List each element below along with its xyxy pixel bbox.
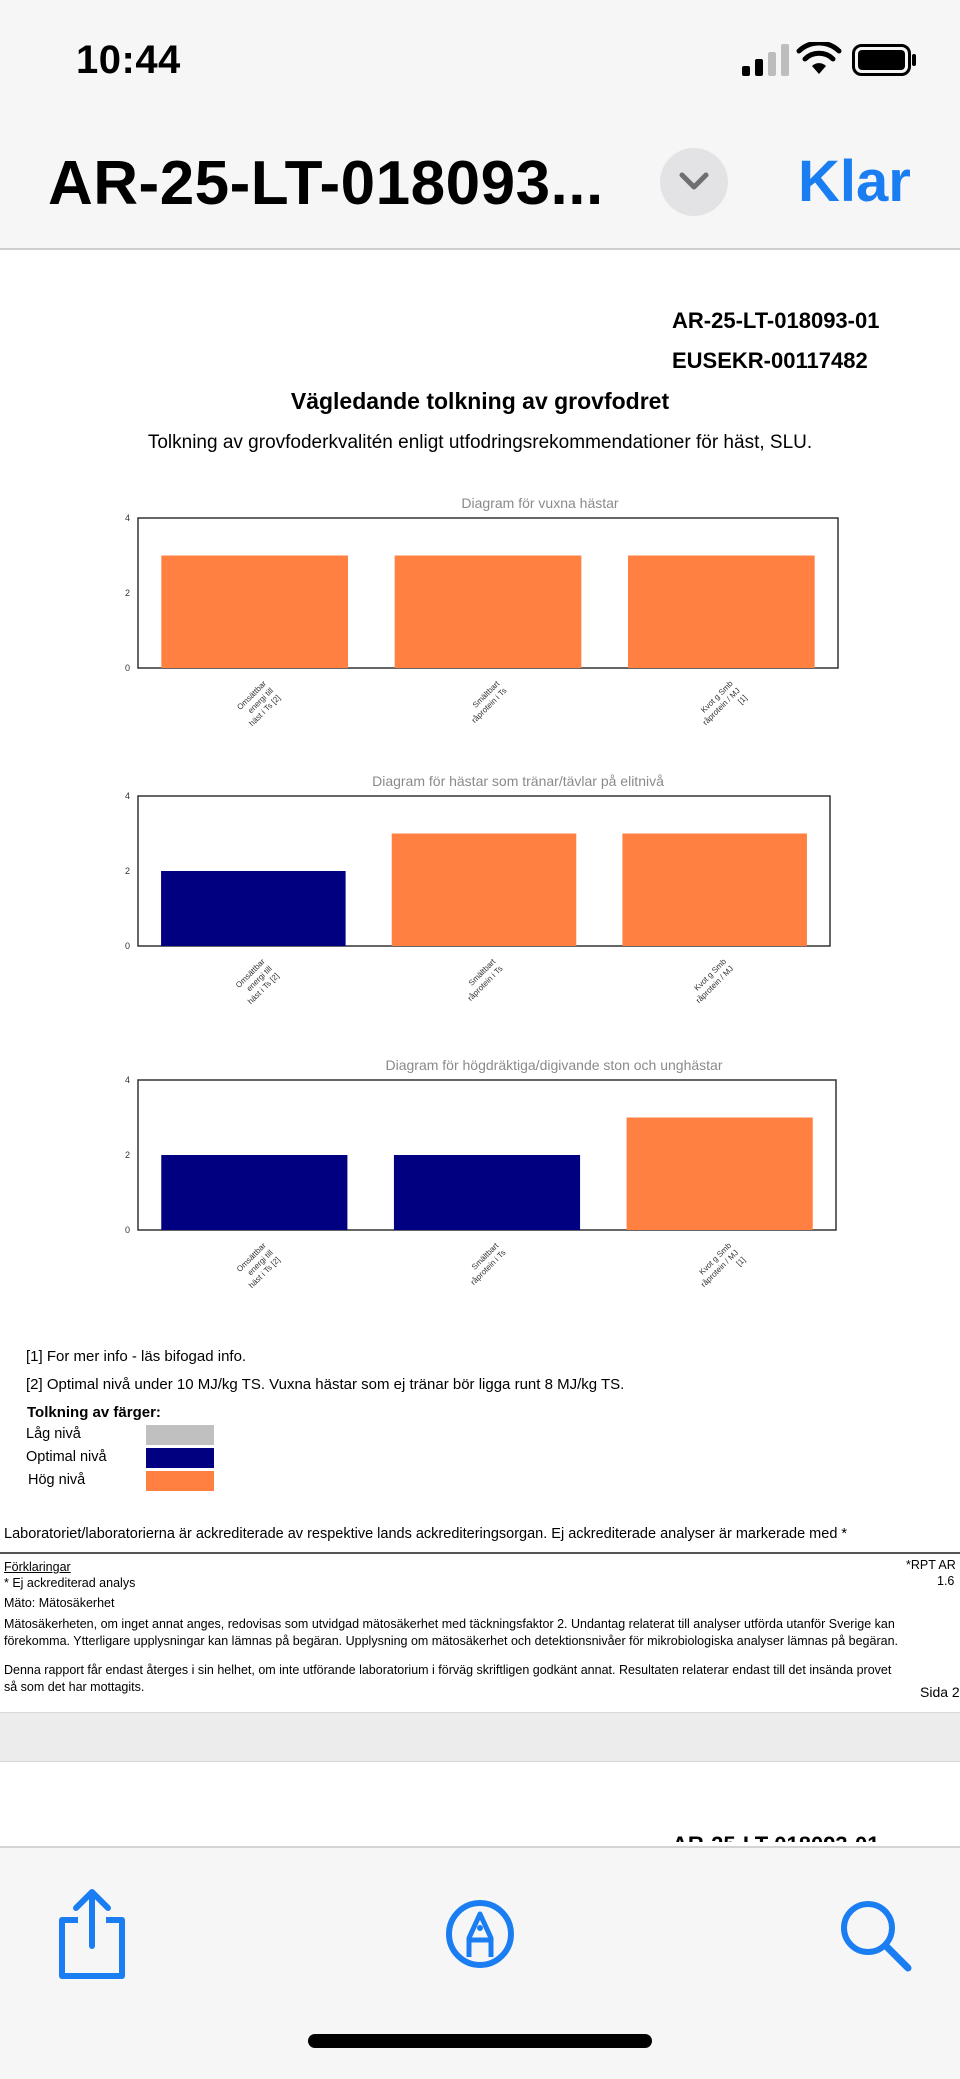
chart-elite-horses: Diagram för hästar som tränar/tävlar på … — [0, 770, 960, 1020]
chart-adult-horses: Diagram för vuxna hästar 0 2 4 Omsättbar ener… — [0, 492, 960, 742]
y-tick-label: 4 — [125, 791, 130, 801]
bar — [391, 833, 577, 946]
legend-label-low: Låg nivå — [26, 1426, 81, 1442]
document-page: AR-25-LT-018093-01 EUSEKR-00117482 Vägle… — [0, 252, 960, 1712]
document-title: AR-25-LT-018093... — [48, 149, 604, 218]
title-menu-button[interactable] — [660, 148, 728, 216]
navigation-bar: AR-25-LT-018093... Klar — [0, 120, 960, 250]
y-tick-label: 0 — [125, 941, 130, 951]
legend-swatch-high — [146, 1471, 214, 1491]
legend-swatch-optimal — [146, 1448, 214, 1468]
chart-title: Diagram för högdräktiga/digivande ston o… — [386, 1057, 723, 1073]
bar — [393, 1155, 581, 1230]
customer-id: EUSEKR-00117482 — [672, 348, 868, 373]
accreditation-text: Laboratoriet/laboratorierna är ackredite… — [4, 1526, 848, 1542]
chart-svg: Diagram för högdräktiga/digivande ston o… — [125, 1057, 837, 1290]
chart-title: Diagram för hästar som tränar/tävlar på … — [372, 773, 664, 789]
search-icon — [841, 1901, 912, 1972]
legend-title: Tolkning av färger: — [27, 1404, 161, 1421]
home-indicator — [308, 2034, 652, 2048]
bar — [626, 1117, 813, 1230]
report-paragraph: Denna rapport får endast återges i sin h… — [4, 1663, 892, 1694]
explanations-title: Förklaringar — [4, 1560, 71, 1574]
chart-title: Diagram för vuxna hästar — [461, 495, 619, 511]
y-tick-label: 4 — [125, 1075, 130, 1085]
footnote-2: [2] Optimal nivå under 10 MJ/kg TS. Vuxn… — [26, 1376, 625, 1393]
y-tick-label: 2 — [125, 588, 130, 598]
uncertainty-abbrev: Mäto: Mätosäkerhet — [4, 1596, 115, 1610]
bar — [161, 1155, 348, 1230]
status-time: 10:44 — [76, 38, 181, 82]
search-button[interactable] — [828, 1888, 920, 1980]
y-tick-label: 0 — [125, 663, 130, 673]
chevron-down-icon — [679, 172, 709, 190]
footnote-1: [1] For mer info - läs bifogad info. — [26, 1348, 247, 1365]
y-tick-label: 0 — [125, 1225, 130, 1235]
markup-pen-icon — [446, 1900, 514, 1968]
bar — [628, 555, 815, 668]
y-tick-label: 4 — [125, 513, 130, 523]
chart-svg: Diagram för vuxna hästar 0 2 4 Omsättbarener… — [125, 495, 839, 728]
share-icon — [59, 1889, 125, 1979]
page-number: Sida 2 — [920, 1684, 960, 1700]
markup-button[interactable] — [434, 1888, 526, 1980]
next-page: AR-25-LT-018093-01 — [0, 1762, 960, 1842]
battery-icon — [852, 44, 916, 76]
legend-swatch-low — [146, 1425, 214, 1445]
chart-svg: Diagram för hästar som tränar/tävlar på … — [125, 773, 831, 1006]
share-button[interactable] — [46, 1888, 138, 1980]
rpt-version: 1.6 — [937, 1574, 955, 1588]
cellular-signal-icon — [742, 44, 789, 76]
legend-label-high: Hög nivå — [28, 1472, 86, 1488]
rpt-code: *RPT AR — [906, 1558, 956, 1572]
page-subheading: Tolkning av grovfoderkvalitén enligt utf… — [147, 432, 813, 453]
y-tick-label: 2 — [125, 1150, 130, 1160]
bar — [161, 871, 346, 946]
status-bar: 10:44 — [0, 0, 960, 120]
bar — [161, 555, 348, 668]
chart-pregnant-mares: Diagram för högdräktiga/digivande ston o… — [0, 1054, 960, 1304]
page-separator — [0, 1712, 960, 1762]
divider — [0, 1552, 960, 1554]
next-page-report-id: AR-25-LT-018093-01 — [672, 1832, 879, 1842]
legend-label-optimal: Optimal nivå — [26, 1449, 107, 1465]
bar — [622, 833, 807, 946]
report-id: AR-25-LT-018093-01 — [672, 308, 880, 333]
y-tick-label: 2 — [125, 866, 130, 876]
done-button[interactable]: Klar — [798, 149, 911, 214]
not-accredited-note: * Ej ackrediterad analys — [4, 1576, 136, 1590]
wifi-icon — [796, 42, 842, 74]
page-heading: Vägledande tolkning av grovfodret — [290, 388, 670, 414]
uncertainty-paragraph: Mätosäkerheten, om inget annat anges, re… — [4, 1617, 899, 1648]
bar — [394, 555, 582, 668]
